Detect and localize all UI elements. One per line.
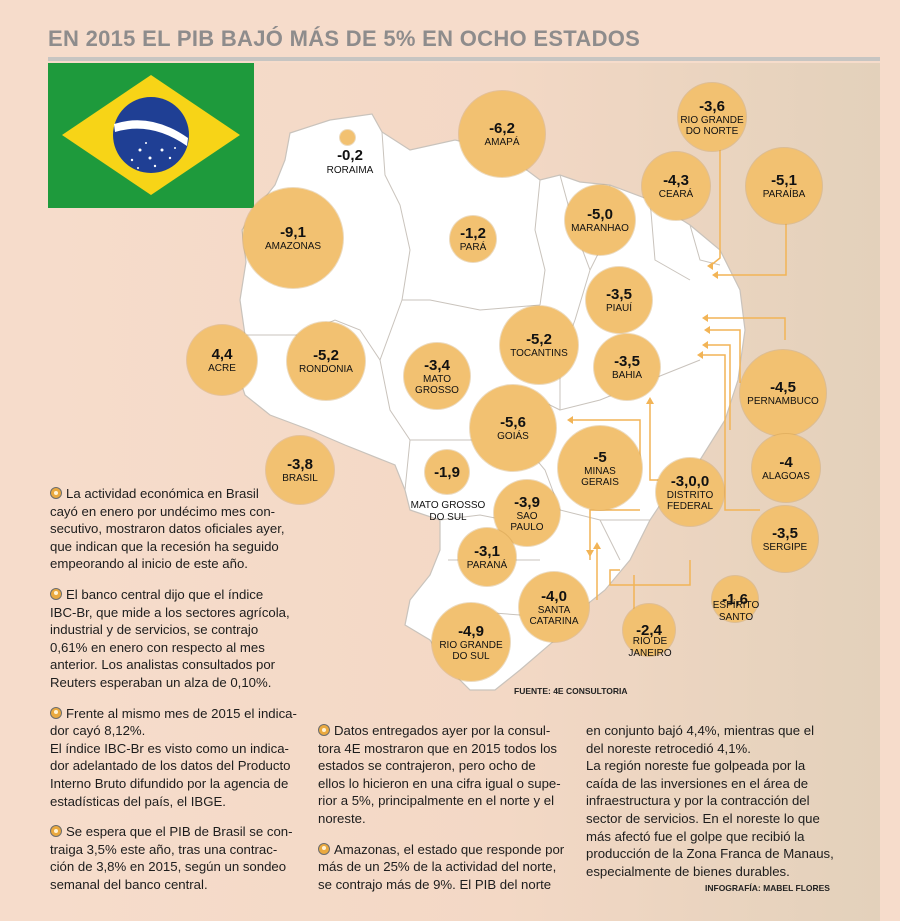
paragraph: Amazonas, el estado que responde por más… (318, 841, 565, 892)
parana-bubble: -3,1 PARANÁ (458, 528, 516, 586)
minas-gerais-bubble: -5 MINAS GERAIS (558, 426, 642, 510)
brazil-flag (48, 63, 254, 208)
paragraph: Frente al mismo mes de 2015 el indica- d… (50, 705, 297, 809)
paragraph: Se espera que el PIB de Brasil se con- t… (50, 824, 293, 892)
piaui-bubble: -3,5 PIAUÍ (586, 267, 652, 333)
paragraph: El banco central dijo que el índice IBC-… (50, 586, 290, 690)
mato-grosso-do-sul-label: MATO GROSSO DO SUL (410, 500, 486, 523)
bullet-icon (50, 487, 62, 499)
maranhao-bubble: -5,0 MARANHAO (565, 185, 635, 255)
mato-grosso-bubble: -3,4 MATO GROSSO (404, 343, 470, 409)
distrito-federal-bubble: -3,0,0 DISTRITO FEDERAL (656, 458, 724, 526)
roraima-dot (340, 130, 355, 145)
paragraph: Datos entregados ayer por la consul- tor… (318, 723, 561, 826)
espirito-santo-label: ESPÍRITO SANTO (712, 600, 760, 623)
page-title: EN 2015 EL PIB BAJÓ MÁS DE 5% EN OCHO ES… (48, 26, 641, 51)
text-column-2: Datos entregados ayer por la consul- tor… (318, 722, 573, 893)
tocantins-bubble: -5,2 TOCANTINS (500, 306, 578, 384)
text-column-1: La actividad económica en Brasil cayó en… (50, 485, 305, 893)
infographic-credit: INFOGRAFÍA: MABEL FLORES (705, 883, 830, 893)
amazonas-bubble: -9,1 AMAZONAS (243, 188, 343, 288)
roraima-label: -0,2 RORAIMA (326, 147, 374, 176)
rio-grande-do-sul-bubble: -4,9 RIO GRANDE DO SUL (432, 603, 510, 681)
acre-bubble: 4,4 ACRE (187, 325, 257, 395)
amapa-bubble: -6,2 AMAPÁ (459, 91, 545, 177)
paraiba-bubble: -5,1 PARAÍBA (746, 148, 822, 224)
espirito-santo-bubble: -1,6 (712, 576, 758, 622)
alagoas-bubble: -4 ALAGOAS (752, 434, 820, 502)
ceara-bubble: -4,3 CEARÁ (642, 152, 710, 220)
mato-grosso-do-sul-bubble: -1,9 (425, 450, 469, 494)
text-column-3: en conjunto bajó 4,4%, mientras que el de… (586, 723, 834, 879)
title-rule (48, 57, 880, 61)
rondonia-bubble: -5,2 RONDONIA (287, 322, 365, 400)
santa-catarina-bubble: -4,0 SANTA CATARINA (519, 572, 589, 642)
bullet-icon (318, 842, 330, 855)
bahia-bubble: -3,5 BAHIA (594, 334, 660, 400)
bullet-icon (50, 587, 62, 600)
goias-bubble: -5,6 GOIÁS (470, 385, 556, 471)
paragraph: La actividad económica en Brasil cayó en… (50, 486, 285, 572)
para-bubble: -1,2 PARÁ (450, 216, 496, 262)
rio-de-janeiro-label: RIO DE JANEIRO (628, 636, 672, 659)
bullet-icon (50, 706, 62, 719)
rio-de-janeiro-bubble: -2,4 (623, 604, 675, 656)
rio-grande-do-norte-bubble: -3,6 RIO GRANDE DO NORTE (678, 83, 746, 151)
bullet-icon (318, 724, 330, 736)
bullet-icon (50, 825, 62, 838)
pernambuco-bubble: -4,5 PERNAMBUCO (740, 350, 826, 436)
sergipe-bubble: -3,5 SERGIPE (752, 506, 818, 572)
brasil-bubble: -3,8 BRASIL (266, 436, 334, 504)
source-note: FUENTE: 4E CONSULTORIA (514, 686, 628, 696)
